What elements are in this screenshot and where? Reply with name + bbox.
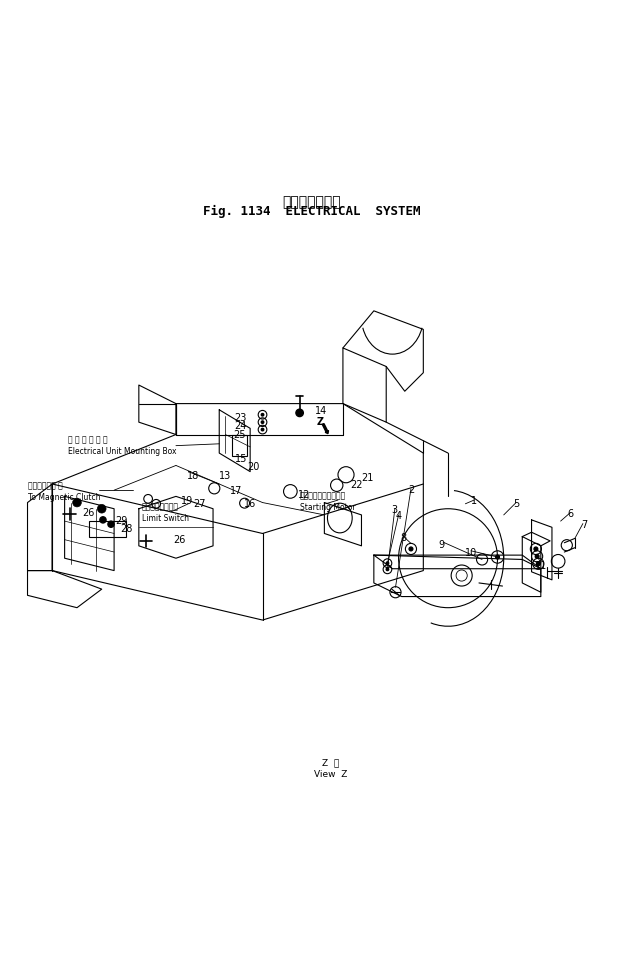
Text: 29: 29 — [115, 516, 128, 526]
Circle shape — [386, 568, 389, 570]
Text: 6: 6 — [567, 509, 573, 519]
FancyArrow shape — [323, 424, 328, 434]
Text: 11: 11 — [535, 560, 547, 570]
Circle shape — [261, 413, 264, 416]
Text: 25: 25 — [233, 430, 245, 439]
Text: 21: 21 — [361, 472, 374, 483]
Circle shape — [261, 421, 264, 423]
Text: 電　気　系　統: 電 気 系 統 — [283, 195, 341, 209]
Text: スターティングモータ
Starting Motor: スターティングモータ Starting Motor — [300, 491, 355, 512]
Text: 3: 3 — [391, 505, 397, 515]
Circle shape — [296, 409, 303, 416]
Text: Z: Z — [316, 416, 324, 427]
Text: 電 装 品 取 付 笥
Electrical Unit Mounting Box: 電 装 品 取 付 笥 Electrical Unit Mounting Box — [68, 436, 176, 456]
Text: 19: 19 — [181, 496, 193, 505]
Text: 1: 1 — [471, 497, 477, 506]
Circle shape — [537, 561, 540, 565]
Text: 18: 18 — [187, 471, 200, 481]
Text: 17: 17 — [230, 487, 243, 497]
Text: 23: 23 — [235, 412, 247, 423]
Text: 14: 14 — [315, 406, 328, 416]
Text: Z  矢
View  Z: Z 矢 View Z — [314, 758, 347, 779]
Circle shape — [108, 521, 114, 528]
Text: 4: 4 — [396, 511, 402, 521]
Circle shape — [495, 555, 499, 559]
Text: 22: 22 — [350, 480, 363, 490]
Text: 12: 12 — [298, 490, 310, 499]
Text: Fig. 1134  ELECTRICAL  SYSTEM: Fig. 1134 ELECTRICAL SYSTEM — [203, 205, 421, 219]
Bar — [232, 435, 247, 456]
Text: 5: 5 — [513, 499, 519, 509]
Text: 26: 26 — [173, 534, 185, 545]
Text: 16: 16 — [244, 499, 256, 509]
Text: 26: 26 — [82, 508, 94, 518]
Text: 8: 8 — [401, 532, 407, 543]
Bar — [89, 521, 127, 536]
Circle shape — [97, 504, 106, 513]
Text: 13: 13 — [219, 471, 232, 481]
Text: 2: 2 — [408, 485, 414, 496]
Text: 27: 27 — [193, 499, 206, 509]
Circle shape — [535, 555, 539, 559]
Circle shape — [261, 428, 264, 431]
Text: リミットスイッチ
Limit Switch: リミットスイッチ Limit Switch — [142, 502, 189, 524]
Text: 9: 9 — [439, 539, 445, 550]
Circle shape — [534, 547, 538, 551]
Text: 電磁クラッチ へ
To Magnetic Clutch: 電磁クラッチ へ To Magnetic Clutch — [27, 481, 100, 501]
Text: 10: 10 — [465, 548, 477, 559]
Text: 20: 20 — [247, 463, 260, 472]
Text: 24: 24 — [235, 421, 247, 432]
Text: 15: 15 — [235, 454, 247, 465]
Circle shape — [386, 561, 389, 564]
Text: 28: 28 — [120, 524, 133, 533]
Circle shape — [409, 547, 413, 551]
Circle shape — [72, 499, 81, 507]
Text: 7: 7 — [581, 521, 587, 530]
Circle shape — [100, 517, 106, 523]
